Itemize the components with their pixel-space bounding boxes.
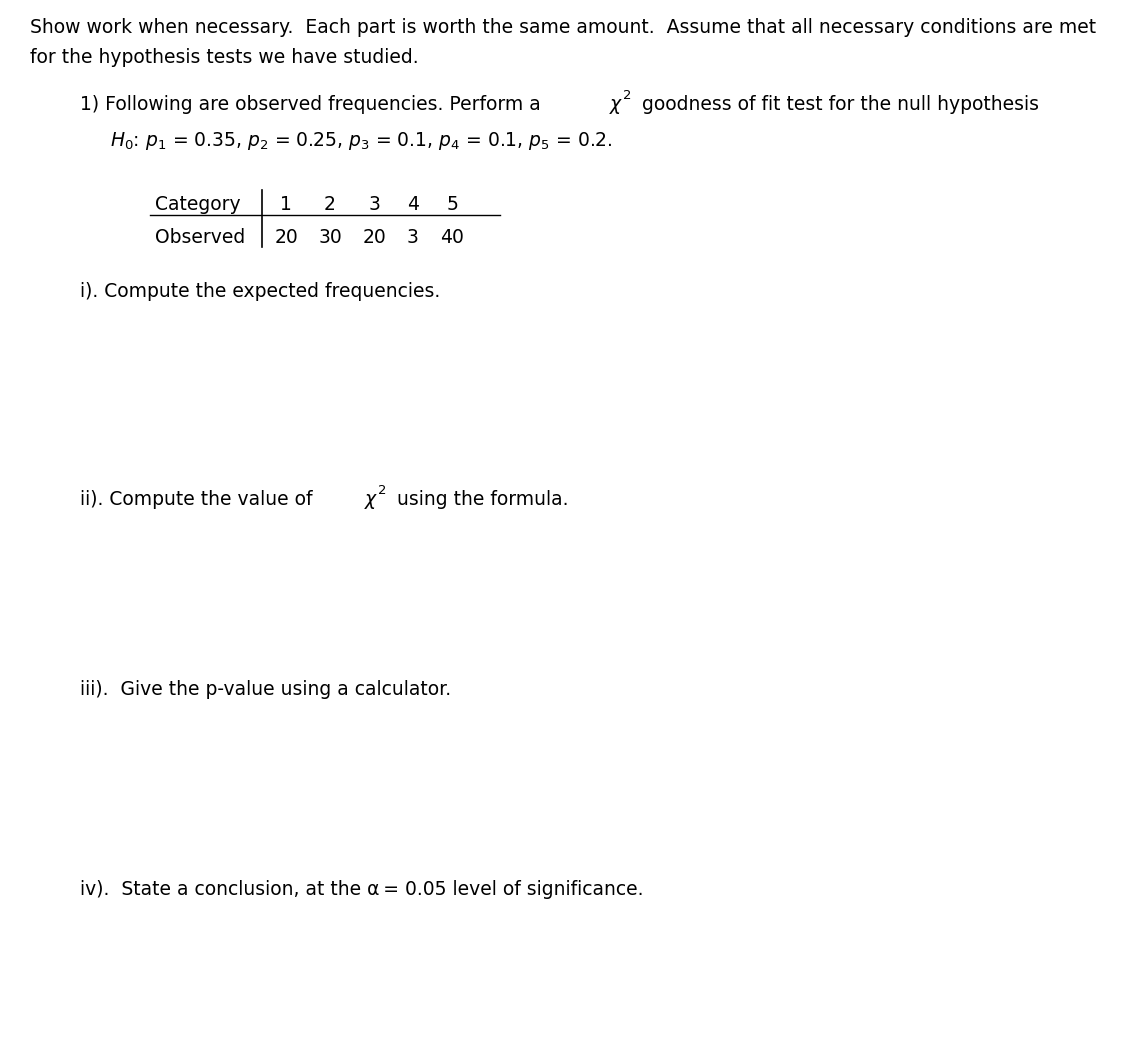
Text: for the hypothesis tests we have studied.: for the hypothesis tests we have studied… [30,48,418,67]
Text: 2: 2 [623,89,631,102]
Text: 5: 5 [446,196,458,214]
Text: iii).  Give the p-value using a calculator.: iii). Give the p-value using a calculato… [80,680,451,699]
Text: using the formula.: using the formula. [392,490,568,509]
Text: Observed: Observed [155,228,245,246]
Text: iv).  State a conclusion, at the α = 0.05 level of significance.: iv). State a conclusion, at the α = 0.05… [80,880,644,899]
Text: goodness of fit test for the null hypothesis: goodness of fit test for the null hypoth… [636,95,1040,114]
Text: 40: 40 [440,228,463,246]
Text: Show work when necessary.  Each part is worth the same amount.  Assume that all : Show work when necessary. Each part is w… [30,18,1096,37]
Text: 1: 1 [280,196,292,214]
Text: 3: 3 [407,228,418,246]
Text: 30: 30 [318,228,342,246]
Text: 2: 2 [378,484,387,497]
Text: i). Compute the expected frequencies.: i). Compute the expected frequencies. [80,282,440,301]
Text: 4: 4 [407,196,418,214]
Text: 2: 2 [324,196,336,214]
Text: ii). Compute the value of: ii). Compute the value of [80,490,318,509]
Text: 3: 3 [368,196,380,214]
Text: 1) Following are observed frequencies. Perform a: 1) Following are observed frequencies. P… [80,95,547,114]
Text: Category: Category [155,196,241,214]
Text: χ: χ [364,490,376,509]
Text: 20: 20 [274,228,298,246]
Text: χ: χ [610,95,621,114]
Text: $H_0$: $p_1$ = 0.35, $p_2$ = 0.25, $p_3$ = 0.1, $p_4$ = 0.1, $p_5$ = 0.2.: $H_0$: $p_1$ = 0.35, $p_2$ = 0.25, $p_3$… [110,130,612,152]
Text: 20: 20 [362,228,386,246]
